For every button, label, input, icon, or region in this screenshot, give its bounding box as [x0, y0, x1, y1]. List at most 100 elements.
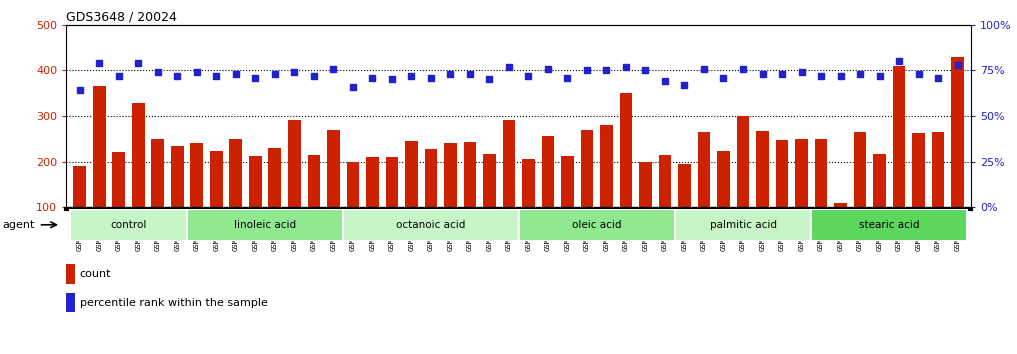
Bar — [834, 202, 847, 207]
Point — [364, 75, 380, 80]
Point — [500, 64, 517, 69]
Bar — [717, 152, 730, 207]
Point — [950, 62, 966, 68]
Point — [832, 73, 848, 79]
Text: agent: agent — [2, 220, 35, 230]
Bar — [444, 143, 457, 207]
Bar — [581, 130, 593, 207]
Bar — [190, 143, 203, 207]
Bar — [464, 142, 476, 207]
Point — [774, 71, 790, 77]
Text: GDS3648 / 20024: GDS3648 / 20024 — [66, 11, 177, 24]
Point — [71, 87, 87, 93]
Point — [325, 66, 342, 72]
Bar — [327, 130, 340, 207]
Text: oleic acid: oleic acid — [572, 220, 621, 230]
Bar — [776, 139, 788, 207]
Bar — [405, 141, 418, 207]
Point — [442, 71, 459, 77]
Text: palmitic acid: palmitic acid — [710, 220, 777, 230]
Text: octanoic acid: octanoic acid — [397, 220, 466, 230]
Bar — [502, 120, 516, 207]
Point — [793, 69, 810, 75]
Bar — [619, 93, 633, 207]
Point — [404, 73, 420, 79]
Bar — [561, 156, 574, 207]
Point — [521, 73, 537, 79]
Bar — [932, 132, 945, 207]
Point — [579, 68, 595, 73]
Bar — [674, 209, 812, 241]
Point — [657, 79, 673, 84]
Bar — [171, 146, 184, 207]
Bar — [698, 132, 710, 207]
Bar — [912, 133, 924, 207]
Bar — [600, 125, 613, 207]
Bar — [187, 209, 343, 241]
Point — [130, 60, 146, 66]
Point — [930, 75, 946, 80]
Text: count: count — [79, 269, 111, 279]
Point — [910, 71, 926, 77]
Bar — [230, 139, 242, 207]
Bar — [366, 157, 378, 207]
Point — [481, 76, 497, 82]
Point — [755, 71, 771, 77]
Bar — [812, 209, 967, 241]
Point — [559, 75, 576, 80]
Bar — [307, 155, 320, 207]
Bar — [874, 154, 886, 207]
Bar — [70, 209, 187, 241]
Bar — [210, 150, 223, 207]
Point — [111, 73, 127, 79]
Text: linoleic acid: linoleic acid — [234, 220, 296, 230]
Bar — [678, 164, 691, 207]
Bar — [853, 132, 866, 207]
Bar — [795, 139, 807, 207]
Bar — [66, 264, 75, 284]
Point — [266, 71, 283, 77]
Point — [638, 68, 654, 73]
Bar — [268, 148, 281, 207]
Bar — [542, 136, 554, 207]
Bar — [639, 161, 652, 207]
Point — [286, 69, 302, 75]
Point — [189, 69, 205, 75]
Bar — [736, 116, 750, 207]
Point — [891, 58, 907, 64]
Bar — [815, 139, 828, 207]
Point — [228, 71, 244, 77]
Bar — [659, 155, 671, 207]
Point — [872, 73, 888, 79]
Bar — [73, 166, 86, 207]
Bar — [519, 209, 674, 241]
Bar — [347, 161, 359, 207]
Bar — [893, 66, 905, 207]
Bar — [113, 152, 125, 207]
Point — [208, 73, 225, 79]
Bar — [424, 149, 437, 207]
Point — [149, 69, 166, 75]
Point — [92, 60, 108, 66]
Point — [169, 73, 185, 79]
Point — [813, 73, 829, 79]
Bar — [249, 156, 261, 207]
Point — [715, 75, 731, 80]
Bar — [951, 57, 964, 207]
Bar — [343, 209, 519, 241]
Bar — [757, 131, 769, 207]
Bar — [483, 154, 495, 207]
Point — [345, 84, 361, 90]
Point — [423, 75, 439, 80]
Bar — [93, 86, 106, 207]
Text: percentile rank within the sample: percentile rank within the sample — [79, 298, 267, 308]
Point — [598, 68, 614, 73]
Point — [247, 75, 263, 80]
Point — [852, 71, 869, 77]
Bar — [66, 293, 75, 312]
Point — [735, 66, 752, 72]
Text: stearic acid: stearic acid — [859, 220, 919, 230]
Point — [676, 82, 693, 88]
Point — [383, 76, 400, 82]
Point — [540, 66, 556, 72]
